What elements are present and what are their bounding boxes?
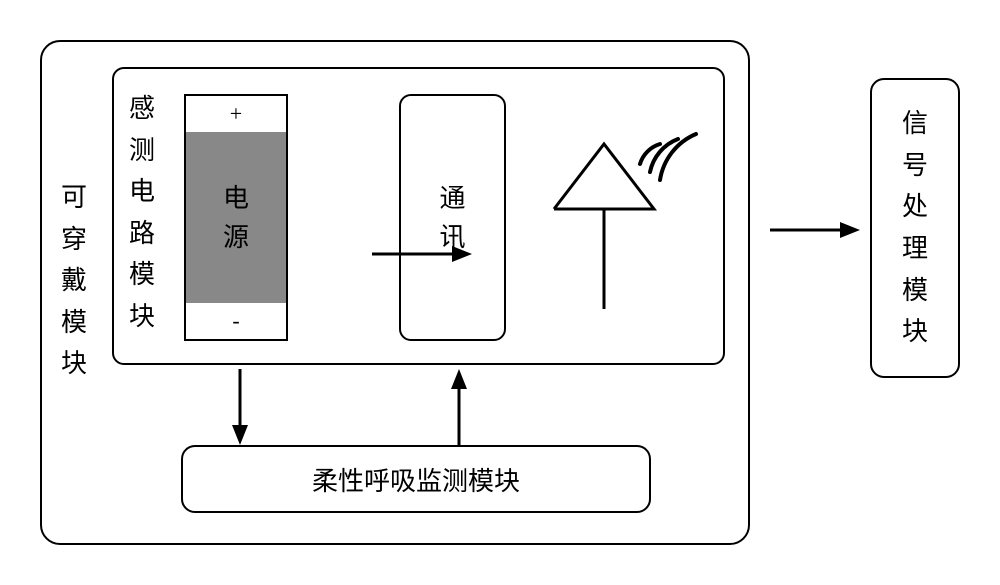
power-plus-terminal: + (186, 96, 286, 132)
power-minus-terminal: - (186, 303, 286, 339)
communication-label: 通讯 (439, 179, 467, 257)
power-box: + 电源 - (184, 94, 288, 341)
power-body: 电源 (186, 132, 286, 303)
arrow-icon (444, 369, 474, 445)
flex-respiration-monitor-label: 柔性呼吸监测模块 (312, 461, 520, 498)
sensing-circuit-label: 感测电路模块 (128, 88, 156, 338)
arrow-to-signal-processing (770, 215, 860, 250)
signal-processing-label: 信号处理模块 (901, 103, 929, 353)
block-diagram: 可穿戴模块 感测电路模块 + 电源 - 通讯 (40, 40, 960, 545)
power-label: 电源 (222, 179, 250, 257)
wearable-module-box: 可穿戴模块 感测电路模块 + 电源 - 通讯 (40, 40, 750, 545)
arrow-flex-to-comm (444, 369, 474, 450)
flex-respiration-monitor-box: 柔性呼吸监测模块 (181, 445, 651, 513)
antenna-icon (534, 124, 714, 324)
antenna (534, 124, 714, 329)
communication-box: 通讯 (399, 94, 506, 341)
arrow-icon (225, 369, 255, 445)
arrow-icon (770, 215, 860, 245)
wearable-module-label: 可穿戴模块 (60, 177, 88, 385)
signal-processing-module-box: 信号处理模块 (870, 78, 960, 378)
arrow-power-to-flex (225, 369, 255, 450)
sensing-circuit-module-box: 感测电路模块 + 电源 - 通讯 (112, 67, 725, 365)
